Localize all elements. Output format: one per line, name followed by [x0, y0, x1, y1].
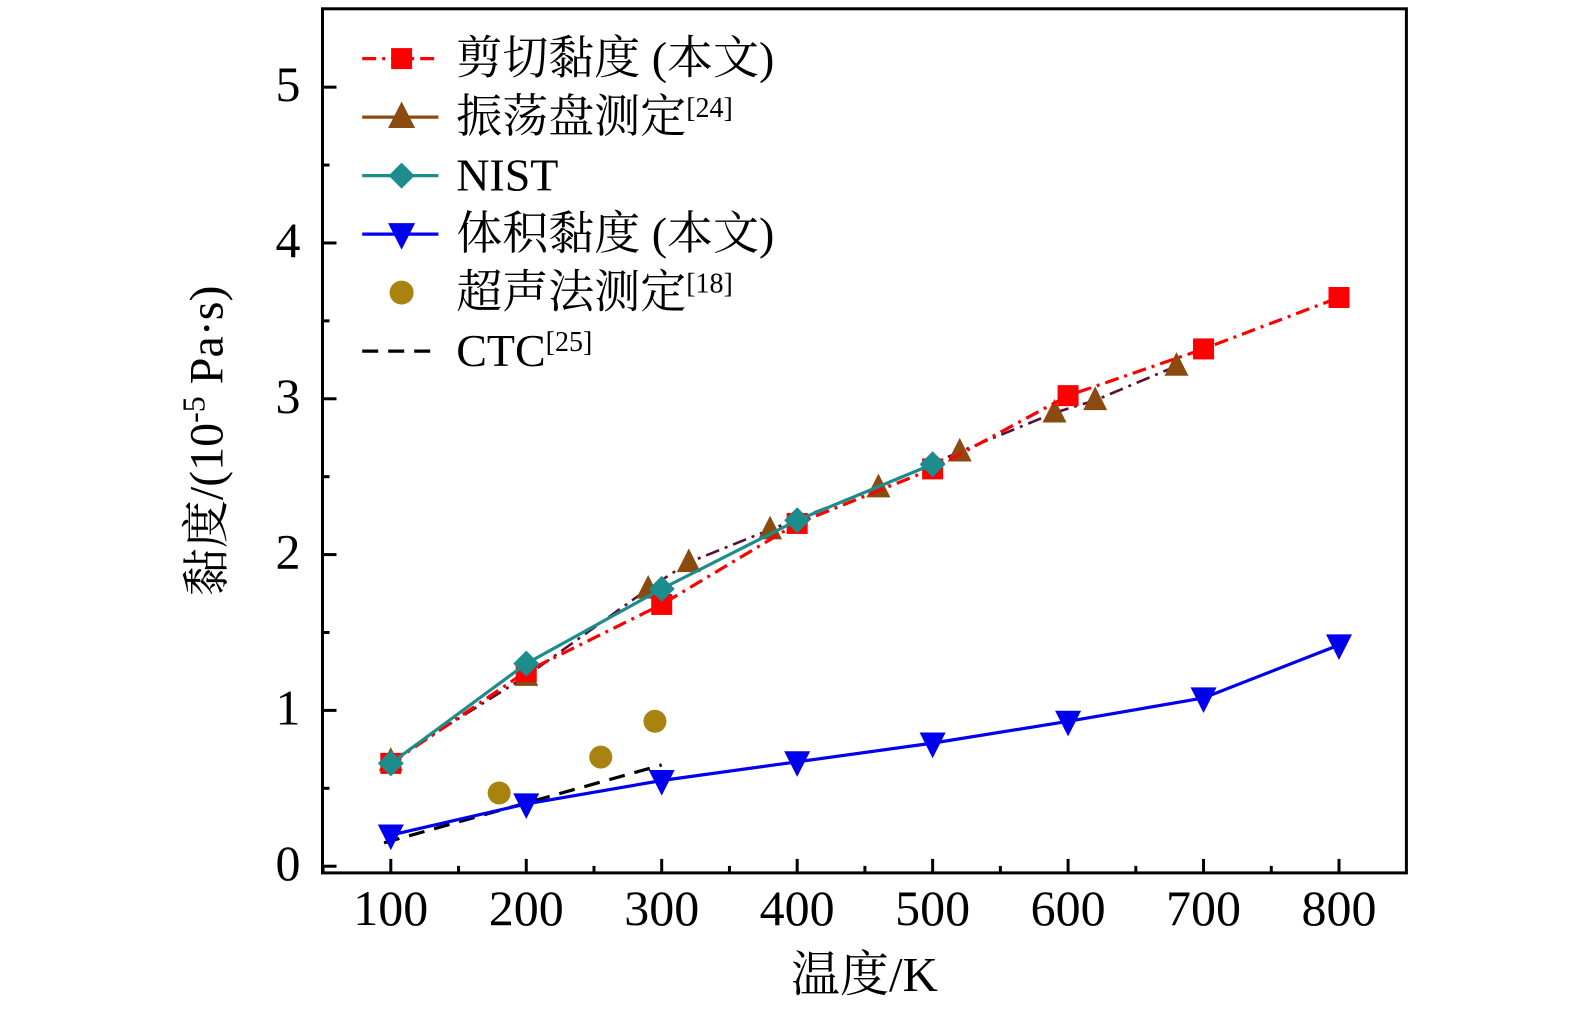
svg-text:600: 600: [1031, 880, 1106, 936]
svg-text:1: 1: [276, 679, 301, 735]
svg-text:NIST: NIST: [456, 150, 558, 201]
svg-text:4: 4: [276, 212, 301, 268]
svg-text:100: 100: [353, 880, 428, 936]
svg-text:700: 700: [1166, 880, 1241, 936]
svg-text:温度/K: 温度/K: [791, 947, 938, 1002]
svg-text:剪切黏度 (本文): 剪切黏度 (本文): [456, 33, 774, 84]
svg-text:300: 300: [624, 880, 699, 936]
svg-text:200: 200: [489, 880, 564, 936]
svg-text:400: 400: [760, 880, 835, 936]
svg-text:体积黏度 (本文): 体积黏度 (本文): [456, 208, 774, 259]
svg-text:黏度/(10-5 Pa·s): 黏度/(10-5 Pa·s): [176, 286, 234, 597]
svg-text:0: 0: [276, 835, 301, 891]
svg-text:5: 5: [276, 56, 301, 112]
svg-text:500: 500: [895, 880, 970, 936]
svg-text:2: 2: [276, 524, 301, 580]
svg-text:3: 3: [276, 368, 301, 424]
svg-text:800: 800: [1302, 880, 1377, 936]
